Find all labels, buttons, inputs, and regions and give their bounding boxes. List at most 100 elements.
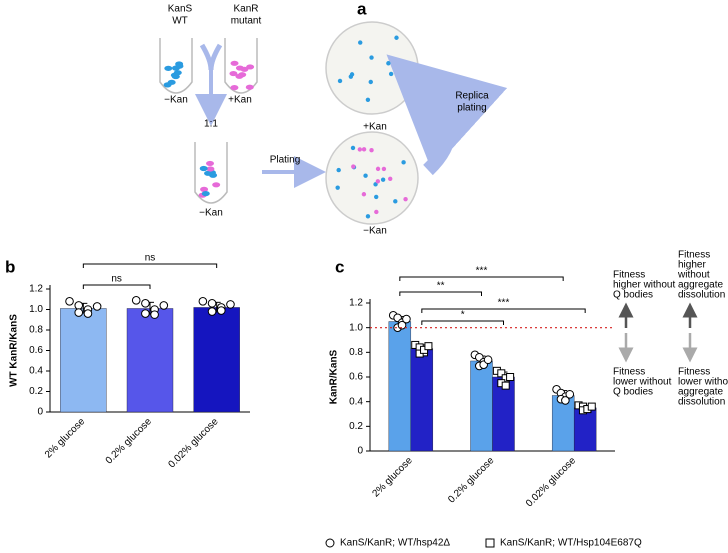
panel-label: a	[357, 0, 367, 18]
label: 1:1	[204, 119, 218, 130]
y-tick-label: 0	[37, 407, 43, 418]
label: aggregate	[678, 280, 723, 291]
cell	[230, 60, 239, 66]
colony	[374, 209, 379, 215]
data-point	[83, 309, 93, 318]
data-point	[92, 302, 102, 311]
label: mutant	[231, 16, 262, 27]
significance-label: ns	[145, 253, 156, 264]
cell	[167, 79, 176, 85]
y-tick-label: 0.4	[349, 396, 363, 407]
data-point	[402, 314, 411, 324]
label: Fitness	[678, 250, 710, 261]
label: −Kan	[164, 95, 188, 106]
cell	[229, 70, 238, 77]
significance-bracket	[421, 308, 586, 313]
colony	[393, 199, 398, 204]
colony	[365, 214, 371, 219]
cell	[212, 182, 221, 188]
label: without	[677, 270, 710, 281]
y-axis-label: KanR/KanS	[329, 349, 340, 404]
cell	[201, 190, 210, 197]
cell	[164, 65, 173, 71]
data-point	[207, 299, 217, 308]
data-point	[226, 300, 235, 309]
bar	[573, 407, 597, 452]
bar	[126, 308, 174, 413]
label: WT	[172, 16, 188, 27]
label: higher without	[613, 280, 675, 291]
legend-label: KanS/KanR; WT/Hsp104E687Q	[500, 538, 642, 549]
y-tick-label: 0.8	[29, 325, 43, 336]
x-tick-label: 2% glucose	[43, 416, 88, 461]
cell	[230, 85, 239, 91]
data-point	[198, 297, 208, 306]
cells	[163, 35, 408, 219]
colony	[388, 176, 393, 182]
y-tick-label: 1.2	[29, 284, 43, 295]
data-point	[587, 402, 596, 411]
label: Fitness	[613, 367, 645, 378]
cell	[235, 73, 244, 79]
colony	[394, 35, 399, 40]
colony	[381, 166, 387, 172]
tube	[224, 38, 258, 94]
y-axis-label: WT KanR/KanS	[9, 314, 20, 387]
legend-marker	[485, 538, 495, 548]
significance-label: ***	[498, 298, 510, 309]
label: dissolution	[678, 397, 725, 408]
data-point	[506, 373, 515, 381]
colony	[375, 179, 381, 184]
label: lower without	[613, 377, 672, 388]
significance-bracket	[82, 263, 218, 268]
cell	[199, 165, 208, 172]
data-point	[141, 299, 150, 308]
dish	[325, 21, 419, 115]
cell	[206, 166, 215, 172]
y-tick-label: 1.0	[349, 322, 363, 333]
bar	[388, 321, 412, 452]
data-point	[561, 396, 570, 405]
label: Q bodies	[613, 387, 653, 398]
significance-label: *	[461, 310, 465, 321]
label: KanS	[168, 4, 193, 15]
cell	[246, 64, 255, 70]
label: +Kan	[228, 95, 252, 106]
cell	[173, 70, 182, 76]
label: dissolution	[678, 290, 725, 301]
colony	[401, 160, 406, 165]
data-point	[501, 381, 510, 390]
data-point	[565, 389, 575, 399]
x-tick-label: 2% glucose	[370, 455, 415, 500]
cell	[206, 160, 215, 167]
colony	[403, 196, 408, 202]
data-point	[74, 308, 84, 317]
data-point	[207, 307, 217, 316]
colony	[368, 79, 373, 85]
colony	[337, 78, 343, 84]
legend-label: KanS/KanR; WT/hsp42Δ	[340, 538, 450, 549]
colony	[365, 97, 371, 103]
label: −Kan	[363, 226, 387, 237]
label: aggregate	[678, 387, 723, 398]
data-point	[497, 369, 506, 378]
panel-label: c	[335, 257, 344, 276]
data-point	[141, 309, 150, 318]
colony	[336, 167, 341, 173]
data-point	[424, 342, 433, 351]
colony	[375, 166, 381, 172]
cell	[200, 186, 209, 192]
cell	[245, 84, 254, 90]
colony	[361, 147, 367, 152]
bar	[470, 360, 493, 452]
significance-bracket	[399, 291, 482, 296]
y-tick-label: 0.2	[29, 386, 43, 397]
label: Fitness	[678, 367, 710, 378]
colony	[351, 164, 356, 169]
significance-label: ns	[111, 274, 122, 285]
data-point	[131, 295, 141, 305]
data-point	[159, 301, 169, 310]
label: +Kan	[363, 122, 387, 133]
label: KanR	[233, 4, 258, 15]
replica-arrow	[386, 54, 508, 176]
